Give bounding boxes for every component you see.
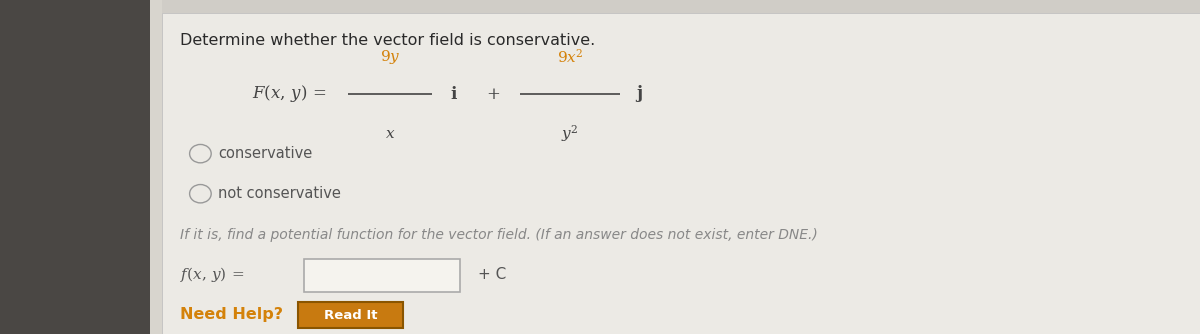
Text: $+$: $+$ <box>486 85 500 103</box>
Text: not conservative: not conservative <box>218 186 341 201</box>
Text: If it is, find a potential function for the vector field. (If an answer does not: If it is, find a potential function for … <box>180 228 817 242</box>
Text: $9x^2$: $9x^2$ <box>557 48 583 66</box>
Text: $x$: $x$ <box>385 126 395 141</box>
Text: + C: + C <box>478 267 506 282</box>
Text: $f(x,\,y)\,=$: $f(x,\,y)\,=$ <box>180 265 245 284</box>
FancyBboxPatch shape <box>162 0 1200 13</box>
FancyBboxPatch shape <box>298 302 403 328</box>
Text: Need Help?: Need Help? <box>180 307 283 322</box>
FancyBboxPatch shape <box>304 259 460 292</box>
Text: Read It: Read It <box>324 309 377 322</box>
Text: conservative: conservative <box>218 146 313 161</box>
Text: $\mathbf{j}$: $\mathbf{j}$ <box>635 83 643 104</box>
Text: $F(x,\,y)\,=$: $F(x,\,y)\,=$ <box>252 83 326 104</box>
Text: $\mathbf{i}$: $\mathbf{i}$ <box>450 85 458 103</box>
Text: $9y$: $9y$ <box>379 48 401 66</box>
Text: Determine whether the vector field is conservative.: Determine whether the vector field is co… <box>180 33 595 48</box>
FancyBboxPatch shape <box>0 0 150 334</box>
FancyBboxPatch shape <box>162 13 1200 334</box>
Text: $y^2$: $y^2$ <box>562 123 578 144</box>
